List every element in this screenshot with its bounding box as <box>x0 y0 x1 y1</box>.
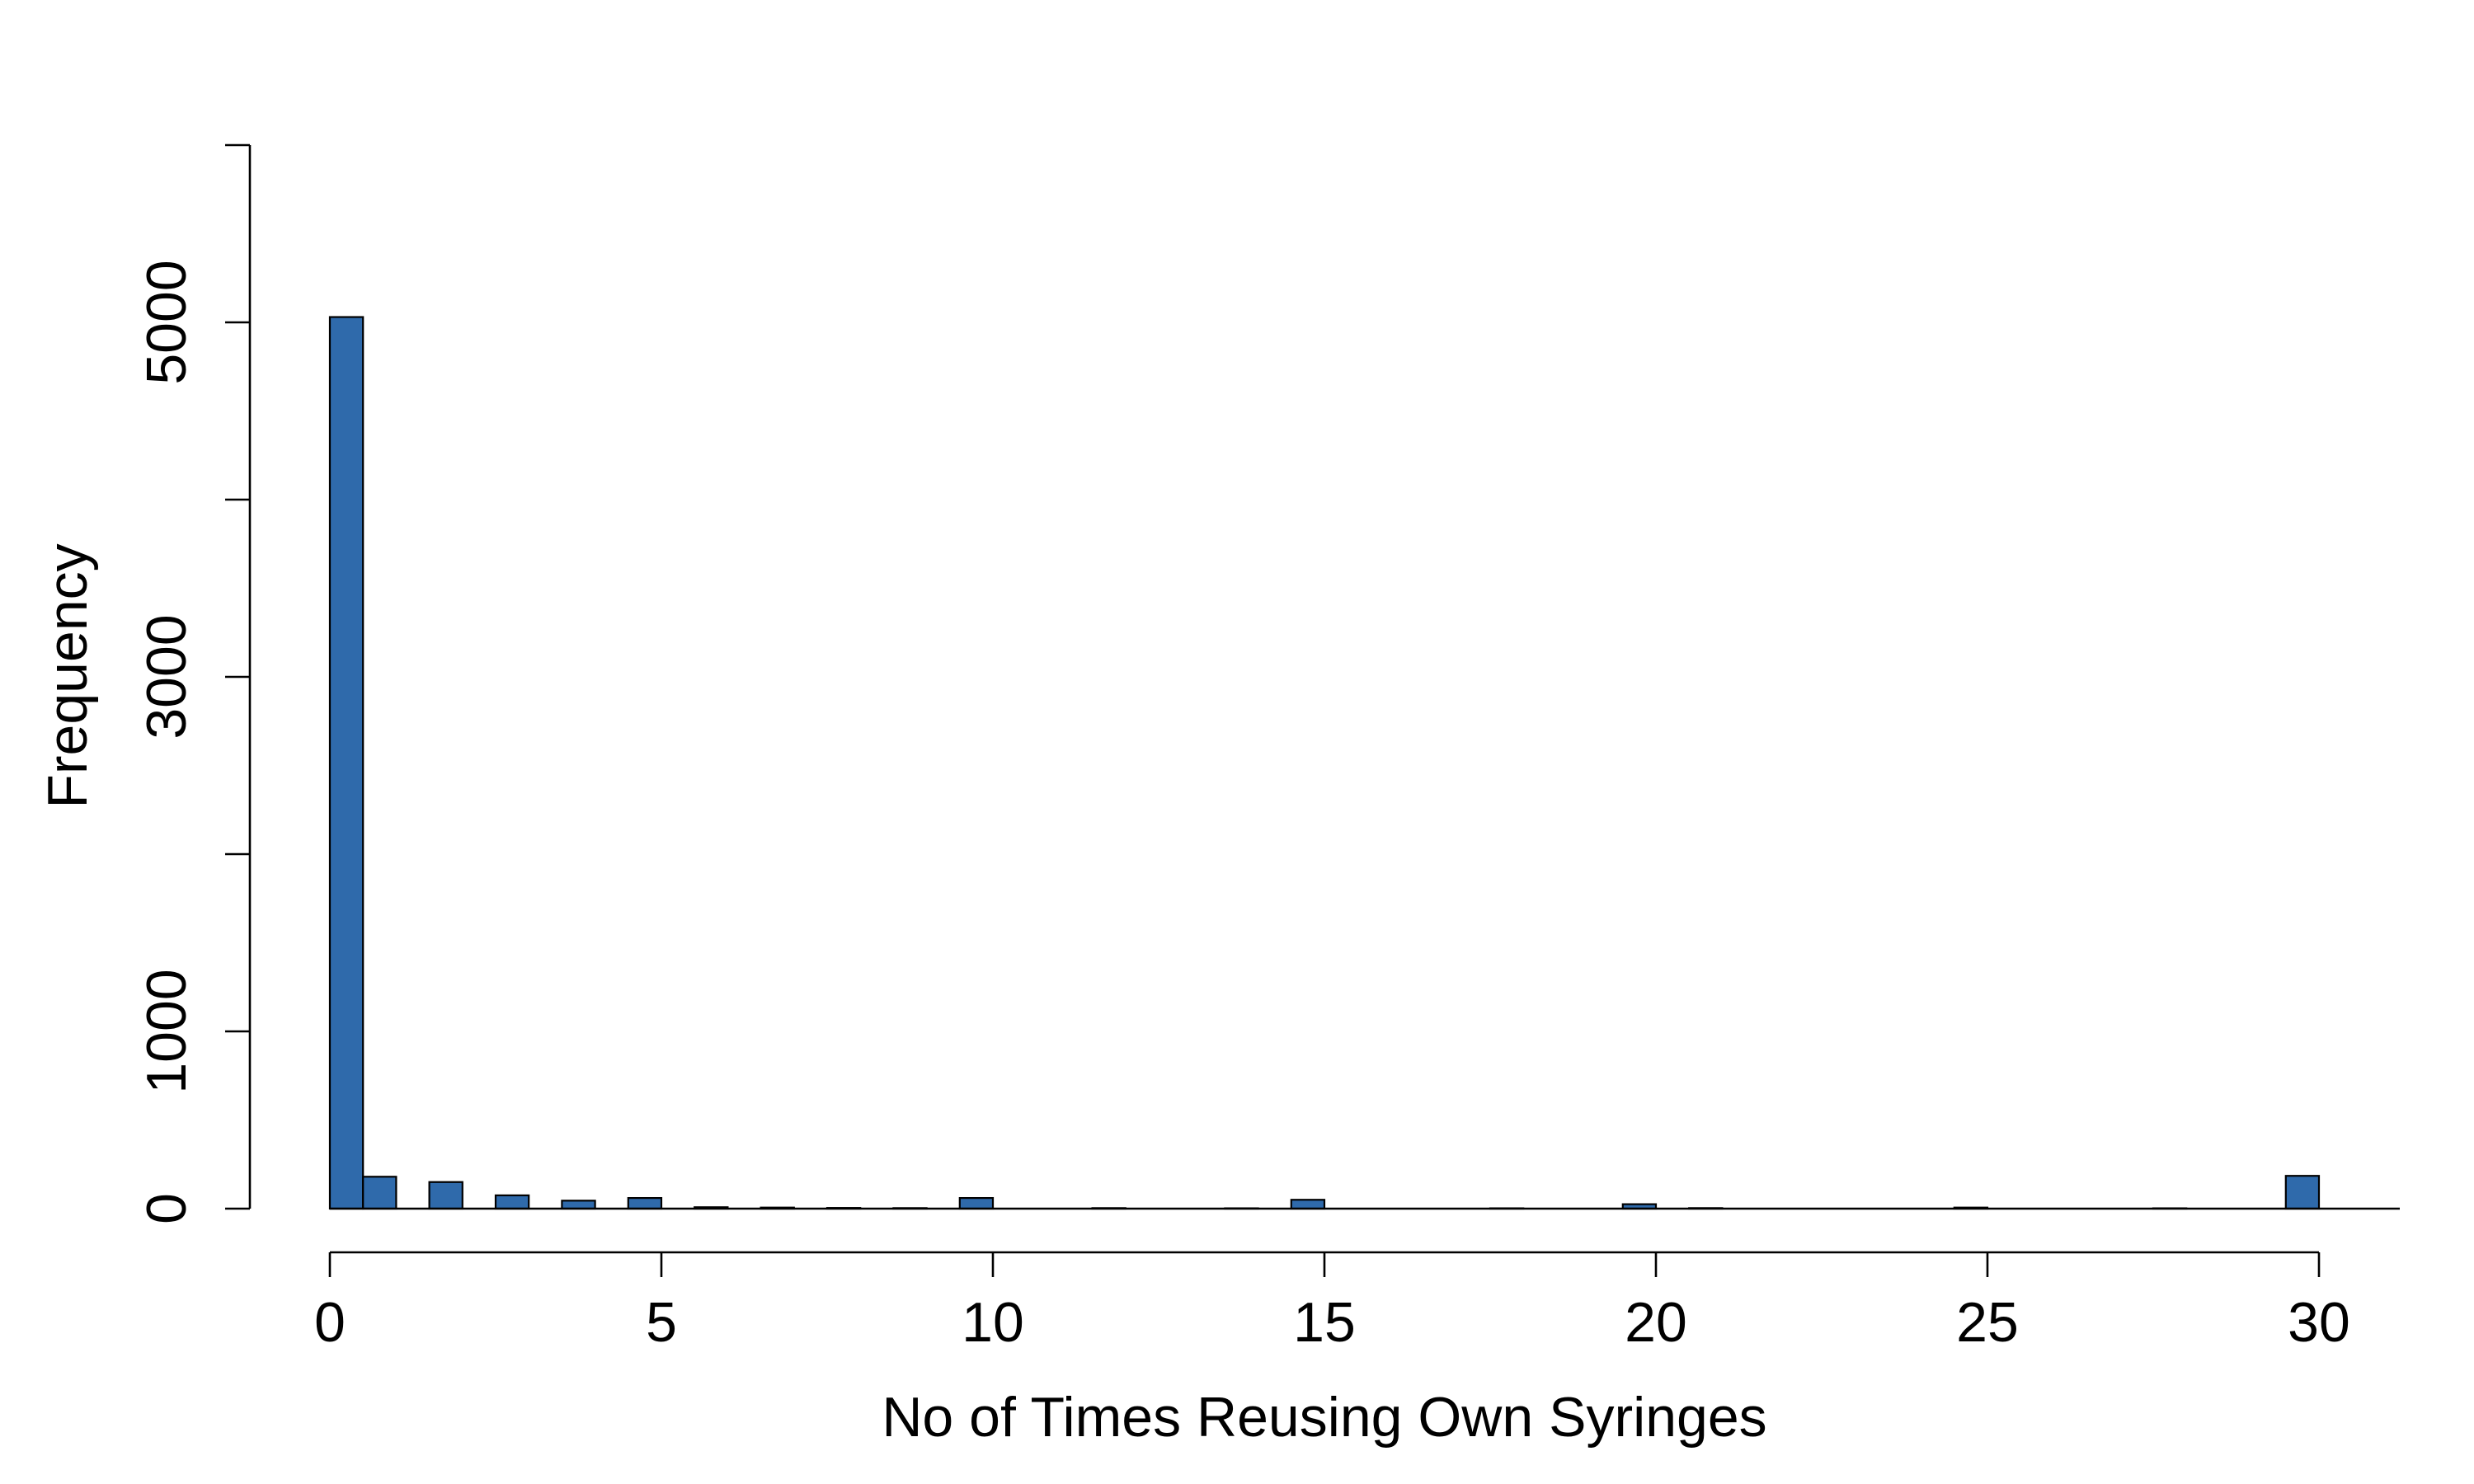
histogram-bar <box>328 316 365 1210</box>
y-tick-label: 3000 <box>135 614 198 739</box>
x-tick-label: 30 <box>2288 1291 2350 1354</box>
histogram-bar <box>362 1176 397 1210</box>
x-tick-label: 15 <box>1293 1291 1356 1354</box>
histogram-bar <box>627 1196 663 1210</box>
x-axis-title: No of Times Reusing Own Syringes <box>882 1386 1766 1449</box>
histogram-bar <box>1290 1199 1326 1210</box>
y-axis-title: Frequency <box>36 543 99 808</box>
x-tick-label: 10 <box>962 1291 1024 1354</box>
y-tick-label: 1000 <box>135 969 198 1093</box>
bars-group <box>328 316 2400 1210</box>
y-tick-label: 5000 <box>135 260 198 384</box>
x-tick-label: 0 <box>314 1291 346 1354</box>
histogram-bar <box>494 1194 530 1210</box>
x-tick-label: 25 <box>1956 1291 2019 1354</box>
histogram-bar <box>2284 1175 2321 1210</box>
histogram-bar <box>428 1181 463 1210</box>
x-axis: 0 5 10 15 20 25 30 <box>314 1251 2350 1354</box>
x-tick-label: 5 <box>646 1291 677 1354</box>
histogram-bar <box>561 1200 596 1210</box>
x-tick-label: 20 <box>1625 1291 1687 1354</box>
y-tick-label: 0 <box>135 1193 198 1224</box>
y-axis: 0 1000 3000 5000 <box>135 143 252 1224</box>
histogram-bar <box>958 1196 995 1210</box>
